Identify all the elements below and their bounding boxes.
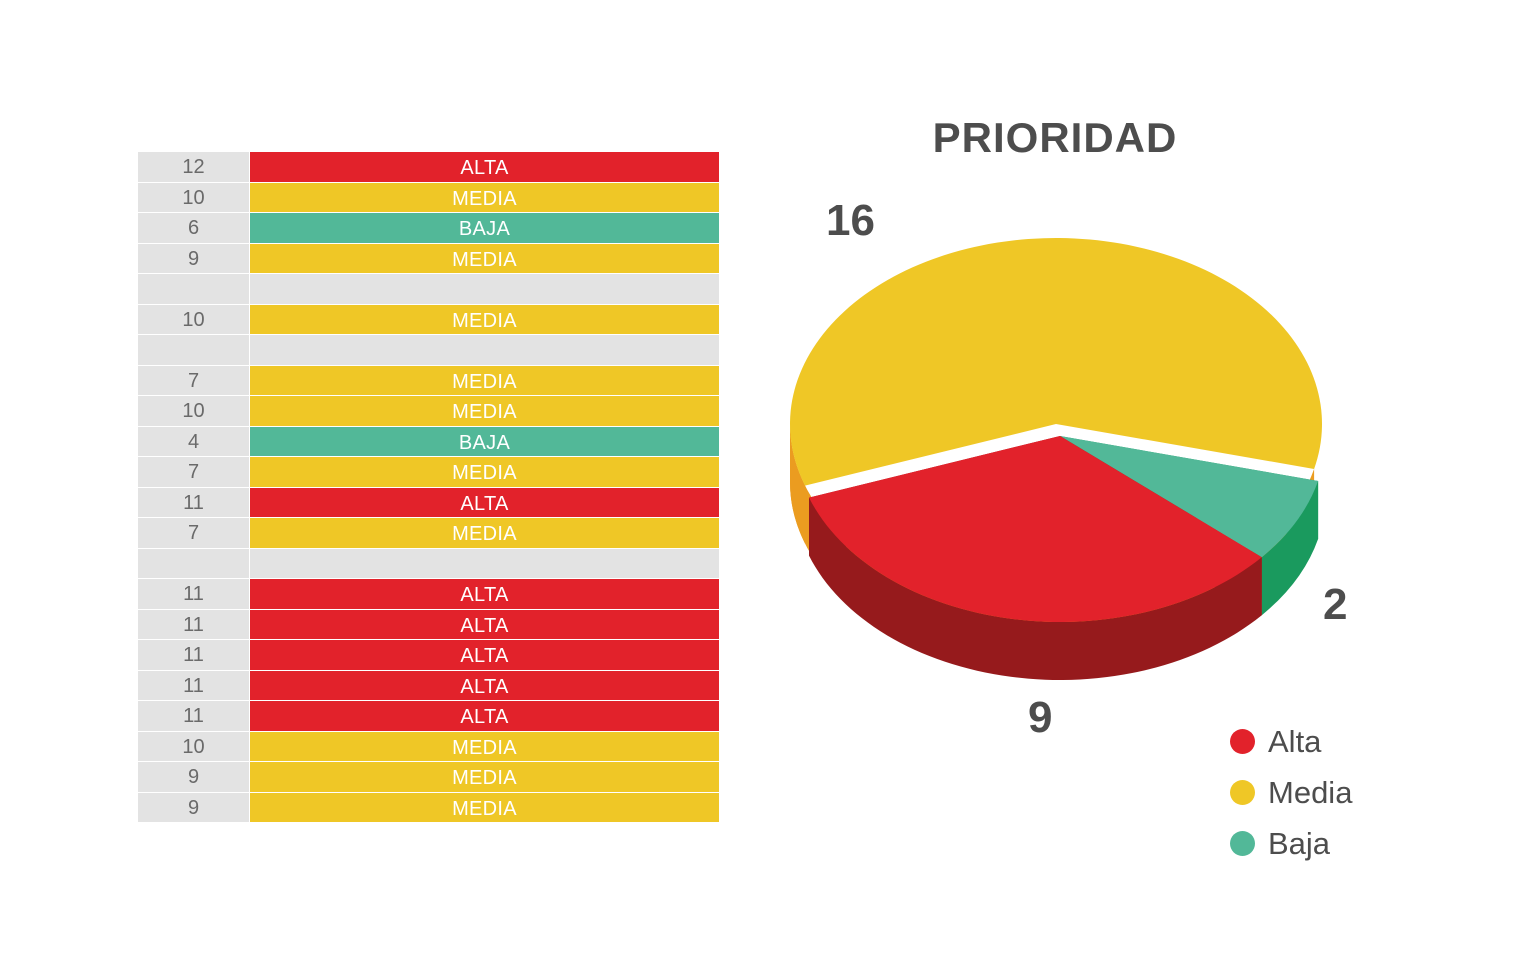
priority-cell: MEDIA [250,365,719,395]
chart-legend: Alta Media Baja [1230,716,1352,869]
priority-cell: MEDIA [250,792,719,822]
slice-label-media: 16 [826,196,875,245]
row-number-cell [138,548,249,578]
priority-cell: ALTA [250,487,719,517]
priority-cell: ALTA [250,579,719,609]
pie-slice-alta [809,436,1262,622]
legend-item-baja: Baja [1230,818,1352,869]
table-row: 10 MEDIA [138,396,719,426]
legend-label-baja: Baja [1268,825,1331,861]
pie-slice-media [790,238,1323,486]
row-number-cell: 10 [138,304,249,334]
legend-swatch-media [1230,780,1255,805]
legend-label-alta: Alta [1268,723,1322,759]
legend-swatch-baja [1230,831,1255,856]
row-number-cell: 7 [138,518,249,548]
table-row: 11 ALTA [138,701,719,731]
priority-cell: ALTA [250,640,719,670]
table-row: 10 MEDIA [138,182,719,212]
pie-side-alta [809,497,1262,680]
row-number-cell: 11 [138,579,249,609]
priority-cell: MEDIA [250,243,719,273]
priority-cell: ALTA [250,670,719,700]
row-number-cell: 11 [138,609,249,639]
table-row: 12 ALTA [138,152,719,182]
priority-cell: ALTA [250,701,719,731]
row-number-cell: 12 [138,152,249,182]
table-row: 11 ALTA [138,487,719,517]
table-row [138,274,719,304]
priority-cell: MEDIA [250,396,719,426]
row-number-cell: 11 [138,701,249,731]
row-number-cell [138,274,249,304]
priority-cell: MEDIA [250,304,719,334]
table-row: 11 ALTA [138,670,719,700]
row-number-cell: 11 [138,670,249,700]
row-number-cell: 9 [138,762,249,792]
priority-cell: BAJA [250,213,719,243]
pie-slice-baja [1060,436,1319,558]
legend-label-media: Media [1268,774,1353,810]
row-number-cell: 7 [138,457,249,487]
priority-cell [250,335,719,365]
row-number-cell: 10 [138,396,249,426]
priority-table: 12 ALTA 10 MEDIA 6 BAJA 9 MEDIA 10 MEDIA 7 MEDIA 10 M… [138,152,719,823]
priority-cell: ALTA [250,609,719,639]
table-row: 6 BAJA [138,213,719,243]
slice-label-baja: 2 [1323,580,1348,629]
table-row: 9 MEDIA [138,792,719,822]
priority-cell: MEDIA [250,457,719,487]
table-row [138,335,719,365]
priority-cell: MEDIA [250,762,719,792]
table-row [138,548,719,578]
table-row: 10 MEDIA [138,304,719,334]
row-number-cell: 4 [138,426,249,456]
row-number-cell: 9 [138,243,249,273]
row-number-cell: 6 [138,213,249,243]
table-row: 7 MEDIA [138,457,719,487]
table-row: 11 ALTA [138,609,719,639]
row-number-cell: 11 [138,487,249,517]
row-number-cell: 7 [138,365,249,395]
legend-item-media: Media [1230,767,1352,818]
table-row: 4 BAJA [138,426,719,456]
pie-side-baja [1261,481,1319,616]
row-number-cell [138,335,249,365]
table-row: 9 MEDIA [138,243,719,273]
table-row: 9 MEDIA [138,762,719,792]
priority-cell [250,274,719,304]
priority-cell: MEDIA [250,518,719,548]
row-number-cell: 11 [138,640,249,670]
table-row: 11 ALTA [138,579,719,609]
priority-cell [250,548,719,578]
legend-swatch-alta [1230,729,1255,754]
row-number-cell: 10 [138,731,249,761]
priority-cell: MEDIA [250,731,719,761]
chart-title: PRIORIDAD [932,114,1178,161]
priority-cell: ALTA [250,152,719,182]
slice-label-alta: 9 [1028,693,1053,742]
table-row: 10 MEDIA [138,731,719,761]
table-row: 11 ALTA [138,640,719,670]
row-number-cell: 10 [138,182,249,212]
priority-cell: MEDIA [250,182,719,212]
row-number-cell: 9 [138,792,249,822]
table-row: 7 MEDIA [138,365,719,395]
table-row: 7 MEDIA [138,518,719,548]
priority-cell: BAJA [250,426,719,456]
legend-item-alta: Alta [1230,716,1352,767]
